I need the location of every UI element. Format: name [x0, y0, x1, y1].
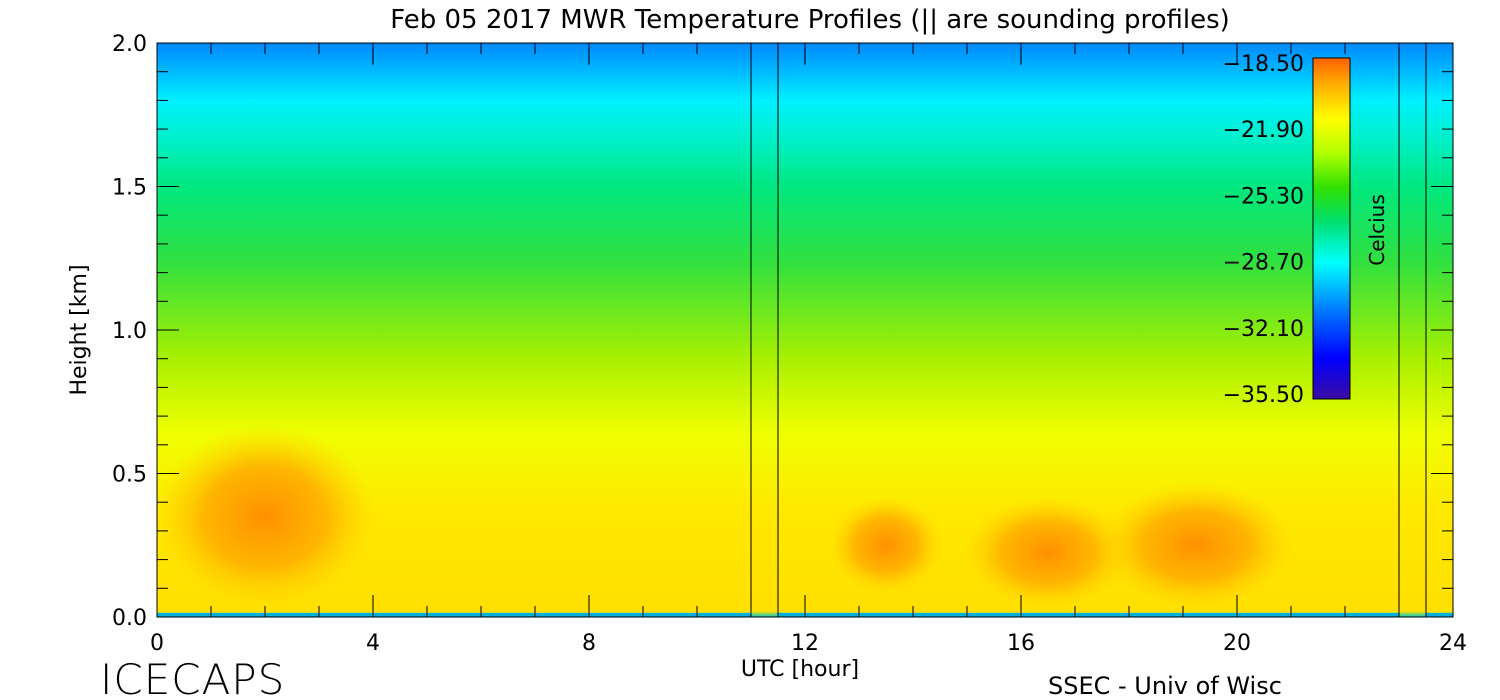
colorbar-label: −35.50	[1223, 383, 1304, 408]
colorbar-label: −25.30	[1223, 184, 1304, 209]
warm-core-0	[157, 424, 376, 609]
colorbar-label: −28.70	[1223, 251, 1304, 276]
y-axis: 0.0 0.5 1.0 1.5 2.0	[112, 32, 1453, 631]
colorbar-label: −32.10	[1223, 317, 1304, 342]
chart-title: Feb 05 2017 MWR Temperature Profiles (||…	[390, 5, 1230, 35]
x-tick-label: 12	[791, 631, 819, 656]
warm-core-1	[829, 496, 943, 594]
x-tick-label: 8	[582, 631, 596, 656]
x-tick-label: 16	[1007, 631, 1035, 656]
y-tick-label: 2.0	[112, 32, 147, 57]
y-tick-label: 0.5	[112, 463, 147, 488]
colorbar-label: −18.50	[1223, 52, 1304, 77]
colorbar-label: −21.90	[1223, 118, 1304, 143]
credit-text: SSEC - Univ of Wisc	[1048, 672, 1282, 700]
plot-area	[157, 43, 1453, 617]
y-tick-label: 0.0	[112, 606, 147, 631]
x-axis: 0 4 8 12 16 20 24	[150, 43, 1467, 656]
x-tick-label: 4	[366, 631, 380, 656]
warm-core-3	[1099, 482, 1294, 609]
colorbar: −18.50 −21.90 −25.30 −28.70 −32.10 −35.50 Celc…	[1223, 52, 1389, 408]
data-gap-1	[1399, 43, 1426, 617]
brand-logo-text: ICECAPS	[100, 655, 285, 700]
y-tick-label: 1.0	[112, 319, 147, 344]
x-axis-title: UTC [hour]	[741, 657, 859, 682]
y-tick-label: 1.5	[112, 176, 147, 201]
colorbar-bar	[1312, 57, 1351, 400]
x-tick-label: 24	[1439, 631, 1467, 656]
x-tick-label: 20	[1223, 631, 1251, 656]
x-tick-label: 0	[150, 631, 164, 656]
warm-core-2	[964, 496, 1132, 609]
colorbar-unit-label: Celcius	[1365, 194, 1389, 265]
y-axis-title: Height [km]	[67, 264, 92, 395]
data-gap-0	[751, 43, 778, 617]
